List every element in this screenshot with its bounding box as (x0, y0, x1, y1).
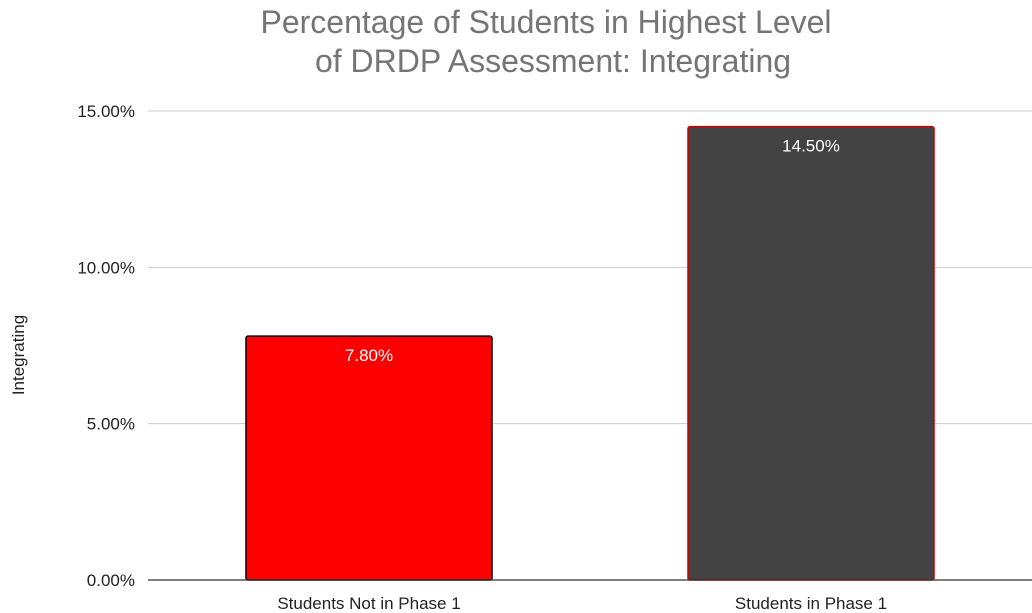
bar-data-label: 14.50% (782, 137, 840, 156)
y-tick-label: 5.00% (87, 415, 135, 434)
y-tick-label: 0.00% (87, 571, 135, 590)
bar-data-label: 7.80% (345, 346, 393, 365)
y-tick-label: 10.00% (77, 258, 135, 277)
chart-title-line-1: Percentage of Students in Highest Level (260, 4, 831, 40)
bar (245, 335, 493, 581)
chart-title: Percentage of Students in Highest Level … (260, 4, 831, 79)
y-axis-ticks: 0.00% 5.00% 10.00% 15.00% (77, 102, 135, 590)
x-category-label: Students Not in Phase 1 (277, 594, 460, 613)
bar (687, 125, 935, 581)
chart-title-line-2: of DRDP Assessment: Integrating (315, 43, 791, 79)
y-tick-label: 15.00% (77, 102, 135, 121)
x-category-label: Students in Phase 1 (735, 594, 887, 613)
data-labels: 7.80% 14.50% (345, 137, 840, 365)
x-axis-categories: Students Not in Phase 1 Students in Phase… (277, 594, 887, 613)
bars (245, 125, 935, 581)
y-axis-label: Integrating (9, 315, 28, 395)
